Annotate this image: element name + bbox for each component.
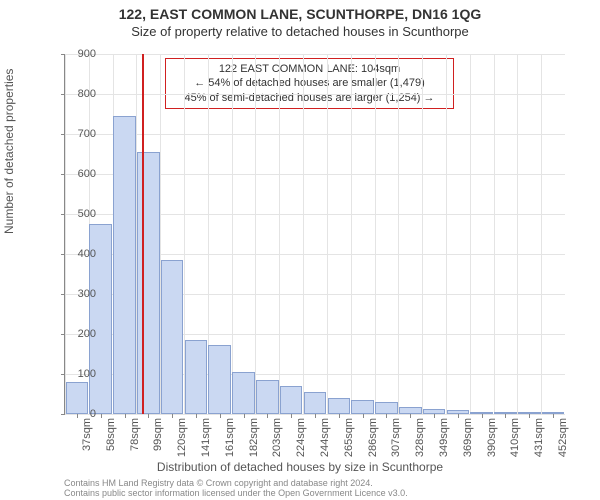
gridline-v <box>398 54 399 414</box>
xtick-label: 120sqm <box>176 418 188 457</box>
xtick-mark <box>386 414 387 418</box>
histogram-bar <box>208 345 231 414</box>
histogram-bar <box>304 392 327 414</box>
gridline-v <box>375 54 376 414</box>
xtick-mark <box>125 414 126 418</box>
xtick-mark <box>458 414 459 418</box>
xtick-mark <box>434 414 435 418</box>
xtick-label: 369sqm <box>462 418 474 457</box>
xtick-mark <box>267 414 268 418</box>
xtick-mark <box>244 414 245 418</box>
xtick-label: 182sqm <box>248 418 260 457</box>
xtick-mark <box>196 414 197 418</box>
xtick-mark <box>101 414 102 418</box>
xtick-label: 328sqm <box>414 418 426 457</box>
xtick-label: 390sqm <box>486 418 498 457</box>
histogram-bar <box>232 372 255 414</box>
ytick-label: 700 <box>66 128 96 140</box>
histogram-bar <box>185 340 208 414</box>
histogram-bar <box>161 260 184 414</box>
footer-line1: Contains HM Land Registry data © Crown c… <box>64 478 408 488</box>
ytick-label: 400 <box>66 248 96 260</box>
xtick-mark <box>482 414 483 418</box>
gridline-v <box>446 54 447 414</box>
xtick-label: 37sqm <box>81 418 93 451</box>
histogram-bar <box>113 116 136 414</box>
xtick-mark <box>315 414 316 418</box>
annotation-line: 122 EAST COMMON LANE: 104sqm <box>172 62 447 76</box>
xtick-label: 78sqm <box>129 418 141 451</box>
reference-line <box>142 54 144 414</box>
ytick-label: 800 <box>66 88 96 100</box>
xtick-label: 286sqm <box>367 418 379 457</box>
annotation-line: 45% of semi-detached houses are larger (… <box>172 91 447 105</box>
x-axis-label: Distribution of detached houses by size … <box>0 460 600 474</box>
ytick-label: 500 <box>66 208 96 220</box>
gridline-v <box>279 54 280 414</box>
xtick-label: 307sqm <box>390 418 402 457</box>
ytick-mark <box>61 414 65 415</box>
xtick-label: 349sqm <box>438 418 450 457</box>
gridline-v <box>494 54 495 414</box>
xtick-mark <box>172 414 173 418</box>
histogram-bar <box>280 386 303 414</box>
xtick-label: 431sqm <box>533 418 545 457</box>
xtick-mark <box>529 414 530 418</box>
xtick-label: 58sqm <box>105 418 117 451</box>
gridline-h <box>65 94 565 95</box>
xtick-label: 141sqm <box>200 418 212 457</box>
y-axis-label: Number of detached properties <box>2 69 16 234</box>
ytick-label: 900 <box>66 48 96 60</box>
gridline-v <box>303 54 304 414</box>
xtick-label: 224sqm <box>295 418 307 457</box>
footer-attribution: Contains HM Land Registry data © Crown c… <box>64 478 408 499</box>
gridline-v <box>541 54 542 414</box>
gridline-h <box>65 134 565 135</box>
xtick-label: 265sqm <box>343 418 355 457</box>
xtick-label: 410sqm <box>509 418 521 457</box>
xtick-mark <box>505 414 506 418</box>
gridline-v <box>232 54 233 414</box>
ytick-label: 300 <box>66 288 96 300</box>
gridline-v <box>470 54 471 414</box>
gridline-v <box>327 54 328 414</box>
xtick-mark <box>410 414 411 418</box>
xtick-mark <box>363 414 364 418</box>
histogram-bar <box>256 380 279 414</box>
histogram-bar <box>328 398 351 414</box>
ytick-label: 600 <box>66 168 96 180</box>
histogram-bar <box>375 402 398 414</box>
ytick-label: 200 <box>66 328 96 340</box>
chart-area: 122 EAST COMMON LANE: 104sqm← 54% of det… <box>64 54 564 414</box>
xtick-mark <box>291 414 292 418</box>
gridline-v <box>65 54 66 414</box>
page-subtitle: Size of property relative to detached ho… <box>0 22 600 39</box>
footer-line2: Contains public sector information licen… <box>64 488 408 498</box>
xtick-label: 452sqm <box>557 418 569 457</box>
page-title: 122, EAST COMMON LANE, SCUNTHORPE, DN16 … <box>0 0 600 22</box>
histogram-bar <box>351 400 374 414</box>
xtick-label: 99sqm <box>152 418 164 451</box>
xtick-label: 203sqm <box>271 418 283 457</box>
histogram-bar <box>137 152 160 414</box>
gridline-v <box>255 54 256 414</box>
xtick-mark <box>339 414 340 418</box>
ytick-label: 0 <box>66 408 96 420</box>
gridline-v <box>422 54 423 414</box>
xtick-mark <box>220 414 221 418</box>
xtick-mark <box>553 414 554 418</box>
gridline-h <box>65 54 565 55</box>
xtick-label: 161sqm <box>224 418 236 457</box>
gridline-v <box>517 54 518 414</box>
ytick-label: 100 <box>66 368 96 380</box>
xtick-label: 244sqm <box>319 418 331 457</box>
gridline-v <box>351 54 352 414</box>
histogram-bar <box>399 407 422 414</box>
xtick-mark <box>148 414 149 418</box>
annotation-line: ← 54% of detached houses are smaller (1,… <box>172 76 447 90</box>
plot-region: 122 EAST COMMON LANE: 104sqm← 54% of det… <box>64 54 565 415</box>
